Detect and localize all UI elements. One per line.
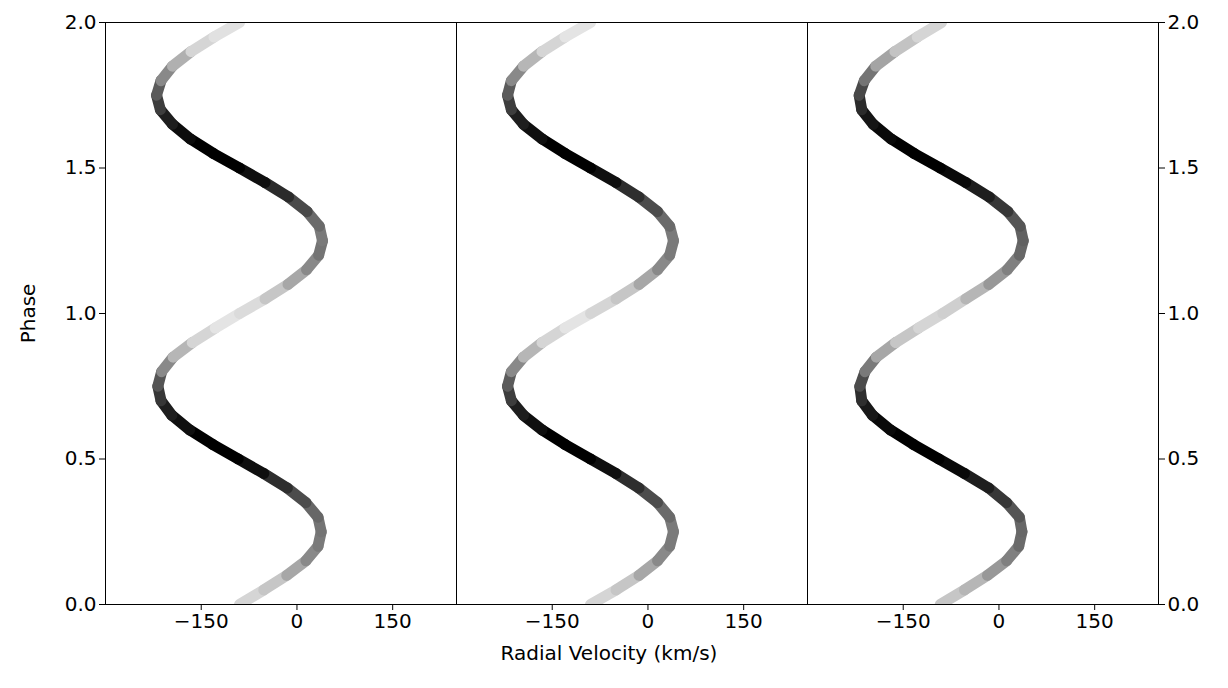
svg-text:1.0: 1.0 [65,301,97,325]
svg-text:0: 0 [642,609,655,633]
svg-text:1.0: 1.0 [1168,301,1200,325]
svg-text:0: 0 [291,609,304,633]
svg-text:−150: −150 [876,609,931,633]
svg-text:0.5: 0.5 [65,446,97,470]
svg-text:0.0: 0.0 [1168,592,1200,616]
svg-text:0.5: 0.5 [1168,446,1200,470]
html-text:Radial Velocity (km/s): Radial Velocity (km/s) [500,641,718,665]
svg-text:2.0: 2.0 [1168,10,1200,34]
svg-text:150: 150 [1076,609,1114,633]
svg-text:Phase: Phase [16,284,40,344]
svg-text:0: 0 [993,609,1006,633]
svg-text:2.0: 2.0 [65,10,97,34]
svg-text:1.5: 1.5 [1168,155,1200,179]
svg-text:150: 150 [374,609,412,633]
svg-text:0.0: 0.0 [65,592,97,616]
svg-text:150: 150 [725,609,763,633]
svg-text:−150: −150 [174,609,229,633]
svg-text:−150: −150 [525,609,580,633]
svg-text:1.5: 1.5 [65,155,97,179]
